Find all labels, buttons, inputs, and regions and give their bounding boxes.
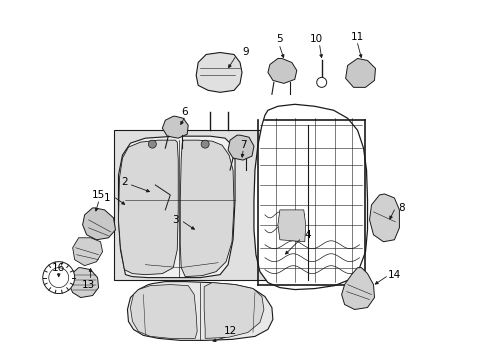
Polygon shape	[277, 210, 305, 242]
Text: 3: 3	[172, 215, 178, 225]
Text: 4: 4	[304, 230, 310, 240]
Circle shape	[42, 262, 75, 293]
Circle shape	[201, 140, 209, 148]
Text: 8: 8	[397, 203, 404, 213]
Text: 9: 9	[242, 48, 249, 58]
Text: 1: 1	[104, 193, 111, 203]
Polygon shape	[227, 135, 253, 160]
Polygon shape	[73, 238, 102, 266]
Circle shape	[49, 268, 68, 288]
Polygon shape	[162, 116, 188, 138]
Text: 7: 7	[239, 140, 246, 150]
Polygon shape	[130, 285, 197, 338]
Polygon shape	[203, 283, 264, 338]
Polygon shape	[127, 282, 272, 340]
Text: 2: 2	[121, 177, 127, 187]
Polygon shape	[118, 140, 178, 275]
Polygon shape	[180, 140, 234, 276]
Polygon shape	[267, 58, 296, 84]
Text: 14: 14	[387, 270, 400, 280]
Polygon shape	[68, 268, 99, 298]
Circle shape	[148, 140, 156, 148]
Polygon shape	[118, 136, 235, 278]
Polygon shape	[345, 58, 375, 87]
Polygon shape	[341, 268, 374, 310]
Text: 10: 10	[309, 33, 323, 44]
Text: 16: 16	[52, 263, 65, 273]
Text: 6: 6	[181, 107, 187, 117]
Polygon shape	[82, 208, 115, 240]
Text: 5: 5	[276, 33, 283, 44]
Text: 13: 13	[82, 280, 95, 289]
Polygon shape	[253, 104, 367, 289]
Circle shape	[316, 77, 326, 87]
Text: 12: 12	[223, 327, 236, 336]
Bar	[113, 130, 267, 280]
Polygon shape	[196, 53, 242, 92]
Polygon shape	[369, 194, 399, 242]
Text: 11: 11	[350, 32, 364, 41]
Text: 15: 15	[92, 190, 105, 200]
